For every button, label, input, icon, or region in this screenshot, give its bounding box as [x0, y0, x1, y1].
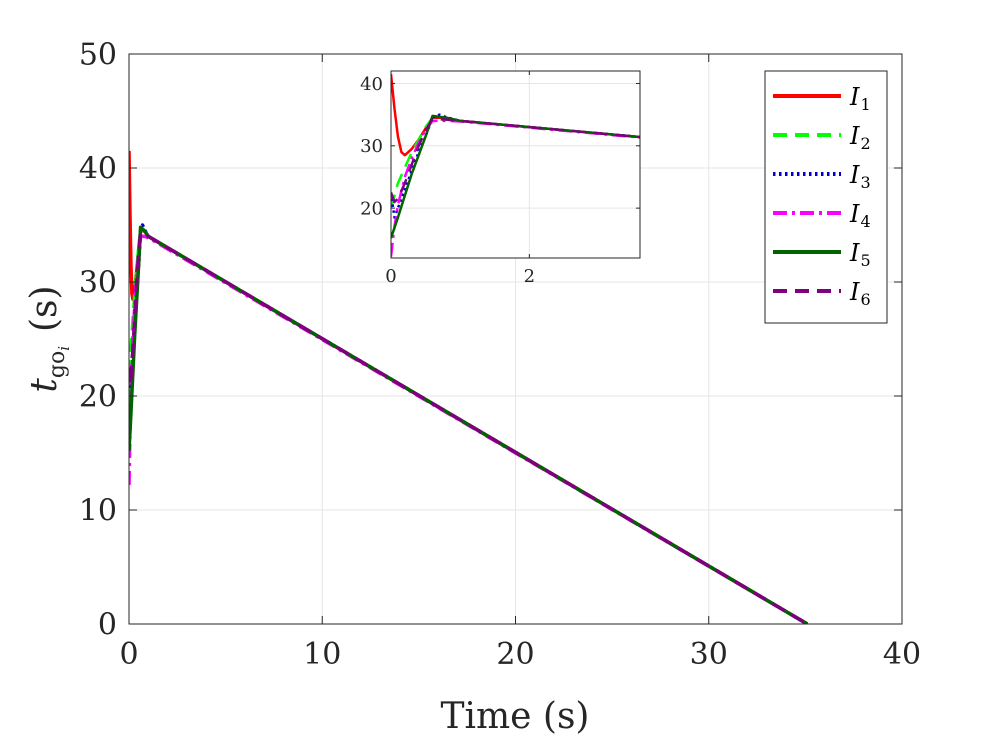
main-series-lines	[129, 150, 809, 624]
inset-series-line-i6	[391, 117, 640, 204]
y-tick-label: 40	[79, 152, 117, 187]
y-axis-label: tgoi (s)	[24, 285, 73, 392]
inset-frame	[390, 70, 641, 259]
y-tick-label: 0	[98, 608, 117, 643]
legend-entry-i2: I2	[849, 122, 871, 153]
legend-entry-name: I	[849, 83, 860, 111]
y-axis-label-main: t	[24, 378, 65, 393]
legend-entry-name: I	[849, 122, 860, 150]
legend-entry-i6: I6	[849, 278, 871, 309]
legend-entry-sub: 4	[860, 212, 870, 231]
inset-x-tick-label: 2	[524, 266, 535, 287]
inset-y-tick-label: 40	[360, 74, 383, 95]
svg-text:tgoi(s): tgoi (s)	[24, 285, 73, 392]
legend-entry-name: I	[849, 239, 860, 267]
y-tick-label: 30	[79, 266, 117, 301]
y-tick-label: 50	[79, 38, 117, 73]
inset-ticks: 0 2 20 30 40	[360, 71, 640, 287]
legend-entry-i5: I5	[849, 239, 871, 270]
legend-entry-sub: 5	[860, 251, 870, 270]
x-tick-label: 0	[119, 637, 138, 672]
x-tick-label: 30	[690, 637, 728, 672]
inset-y-tick-label: 30	[360, 136, 383, 157]
inset-plot-area	[391, 71, 640, 258]
x-tick-label: 20	[496, 637, 534, 672]
legend-entry-sub: 3	[860, 173, 870, 192]
inset-y-tick-label: 20	[360, 198, 383, 219]
y-axis-label-sub: go	[45, 351, 70, 378]
inset-x-tick-label: 0	[385, 266, 396, 287]
y-axis-label-unit: (s)	[24, 285, 65, 332]
legend-entry-name: I	[849, 278, 860, 306]
y-tick-label: 20	[79, 380, 117, 415]
y-tick-label: 10	[79, 494, 117, 529]
legend-entry-i3: I3	[849, 161, 871, 192]
legend-entry-sub: 1	[860, 95, 870, 114]
x-tick-label: 40	[883, 637, 921, 672]
y-axis-label-subsub: i	[55, 346, 73, 351]
x-tick-label: 10	[303, 637, 341, 672]
legend-box	[764, 70, 888, 324]
legend-entry-name: I	[849, 200, 860, 228]
legend-entry-i1: I1	[849, 83, 871, 114]
legend-entry-name: I	[849, 161, 860, 189]
legend-entry-sub: 6	[860, 290, 870, 309]
legend-entry-i4: I4	[849, 200, 871, 231]
x-axis-label: Time (s)	[441, 696, 590, 737]
inset-series-lines	[391, 73, 640, 257]
legend-entry-sub: 2	[860, 134, 870, 153]
